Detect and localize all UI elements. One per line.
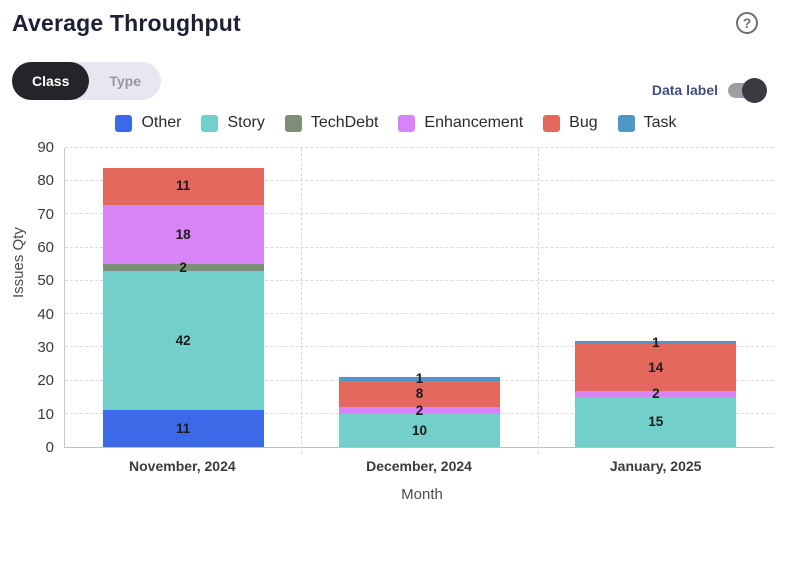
y-tick-label: 70 bbox=[37, 205, 54, 223]
plot-row: 0 10 20 30 40 50 60 70 80 90 11 42 2 18 11 10 2 8 1 15 2 14 1 bbox=[12, 139, 780, 456]
gridline bbox=[65, 147, 774, 148]
legend-swatch bbox=[543, 114, 561, 132]
data-label: 15 bbox=[648, 414, 664, 430]
data-label: 1 bbox=[415, 371, 424, 387]
x-tick-labels: November, 2024 December, 2024 January, 202… bbox=[64, 458, 774, 474]
legend-swatch bbox=[284, 114, 302, 132]
gridline bbox=[65, 313, 774, 315]
y-tick-label: 60 bbox=[37, 239, 54, 257]
category-separator bbox=[301, 148, 303, 454]
data-label: 42 bbox=[175, 332, 191, 348]
bar-segment-other[interactable]: 11 bbox=[102, 410, 264, 447]
bar-segment-enhancement[interactable]: 2 bbox=[339, 404, 500, 417]
x-axis-title: Month bbox=[401, 486, 443, 503]
legend-item-story[interactable]: Story bbox=[201, 114, 265, 132]
y-tick-label: 30 bbox=[37, 339, 54, 357]
bar-segment-bug[interactable]: 11 bbox=[102, 167, 264, 205]
legend-label: Bug bbox=[569, 114, 598, 131]
category-separator bbox=[537, 148, 539, 454]
legend-label: Story bbox=[227, 114, 265, 131]
legend-label: Enhancement bbox=[424, 114, 524, 131]
gridline bbox=[65, 346, 774, 348]
x-tick-label: January, 2025 bbox=[609, 458, 702, 474]
chart-legend: Other Story TechDebt Enhancement Bug Task bbox=[12, 114, 780, 132]
segment-class[interactable]: Class bbox=[12, 62, 90, 100]
y-tick-label: 40 bbox=[37, 305, 54, 323]
question-mark-icon[interactable]: ? bbox=[736, 12, 758, 34]
data-label-toggle[interactable] bbox=[728, 77, 767, 103]
x-tick-label: November, 2024 bbox=[129, 458, 236, 474]
data-label: 2 bbox=[415, 402, 424, 418]
plot-area: 11 42 2 18 11 10 2 8 1 15 2 14 1 bbox=[64, 147, 774, 454]
data-label: 11 bbox=[176, 420, 191, 436]
bar-segment-bug[interactable]: 14 bbox=[575, 344, 737, 391]
gridline bbox=[65, 246, 774, 248]
bar-segment-task[interactable]: 1 bbox=[575, 336, 737, 349]
legend-label: TechDebt bbox=[310, 114, 379, 131]
legend-label: Other bbox=[141, 114, 182, 131]
class-type-segmented-control: Class Type bbox=[12, 62, 161, 100]
y-tick-label: 10 bbox=[37, 405, 54, 423]
data-label: 8 bbox=[415, 386, 424, 402]
legend-item-bug[interactable]: Bug bbox=[543, 114, 598, 132]
y-tick-label: 90 bbox=[37, 139, 54, 156]
bar-segment-techdebt[interactable]: 2 bbox=[102, 261, 264, 274]
bar-segment-story[interactable]: 42 bbox=[102, 270, 264, 411]
y-tick-label: 20 bbox=[37, 372, 54, 390]
bar-segment-enhancement[interactable]: 2 bbox=[575, 387, 737, 400]
legend-swatch bbox=[617, 114, 635, 132]
toggle-knob-icon bbox=[742, 77, 767, 103]
y-tick-label: 80 bbox=[37, 172, 54, 190]
legend-item-task[interactable]: Task bbox=[617, 114, 677, 132]
legend-item-other[interactable]: Other bbox=[115, 114, 181, 132]
y-tick-label: 50 bbox=[37, 272, 54, 290]
data-label: 11 bbox=[176, 178, 191, 194]
page-title: Average Throughput bbox=[12, 10, 241, 36]
legend-swatch bbox=[201, 114, 219, 132]
bar-segment-enhancement[interactable]: 18 bbox=[102, 204, 264, 265]
data-label: 10 bbox=[411, 422, 427, 438]
data-label-text: Data label bbox=[651, 82, 718, 98]
segment-type[interactable]: Type bbox=[89, 62, 161, 100]
legend-label: Task bbox=[643, 114, 677, 131]
data-label: 2 bbox=[652, 386, 660, 402]
gridline bbox=[65, 279, 774, 281]
stacked-bar[interactable]: 10 2 8 1 bbox=[339, 148, 500, 447]
data-label: 14 bbox=[648, 359, 664, 375]
y-axis-ticks: 0 10 20 30 40 50 60 70 80 90 bbox=[12, 139, 64, 456]
stacked-bar[interactable]: 11 42 2 18 11 bbox=[102, 148, 264, 447]
bar-slot: 15 2 14 1 bbox=[538, 148, 774, 447]
y-tick-label: 0 bbox=[45, 439, 54, 456]
legend-item-enhancement[interactable]: Enhancement bbox=[398, 114, 523, 132]
chart-container: Issues Qty 0 10 20 30 40 50 60 70 80 90 11 42 2 18 11… bbox=[10, 139, 780, 503]
data-label: 1 bbox=[652, 334, 660, 350]
header: Average Throughput ? bbox=[12, 10, 780, 37]
legend-item-techdebt[interactable]: TechDebt bbox=[284, 114, 379, 132]
bar-segment-story[interactable]: 10 bbox=[339, 413, 500, 447]
bar-slot: 10 2 8 1 bbox=[301, 148, 537, 447]
gridline bbox=[65, 180, 774, 182]
data-label: 18 bbox=[175, 226, 191, 242]
bar-segment-bug[interactable]: 8 bbox=[339, 380, 500, 408]
data-label: 2 bbox=[179, 259, 187, 275]
bar-slot: 11 42 2 18 11 bbox=[65, 148, 301, 447]
x-tick-label: December, 2024 bbox=[366, 458, 472, 474]
bar-segment-story[interactable]: 15 bbox=[575, 397, 737, 447]
controls-row: Class Type Data label bbox=[12, 62, 780, 103]
data-label-control: Data label bbox=[651, 77, 767, 103]
bar-segment-task[interactable]: 1 bbox=[339, 372, 500, 385]
gridline bbox=[65, 213, 774, 215]
stacked-bar[interactable]: 15 2 14 1 bbox=[575, 148, 737, 447]
legend-swatch bbox=[115, 114, 133, 132]
legend-swatch bbox=[398, 114, 416, 132]
